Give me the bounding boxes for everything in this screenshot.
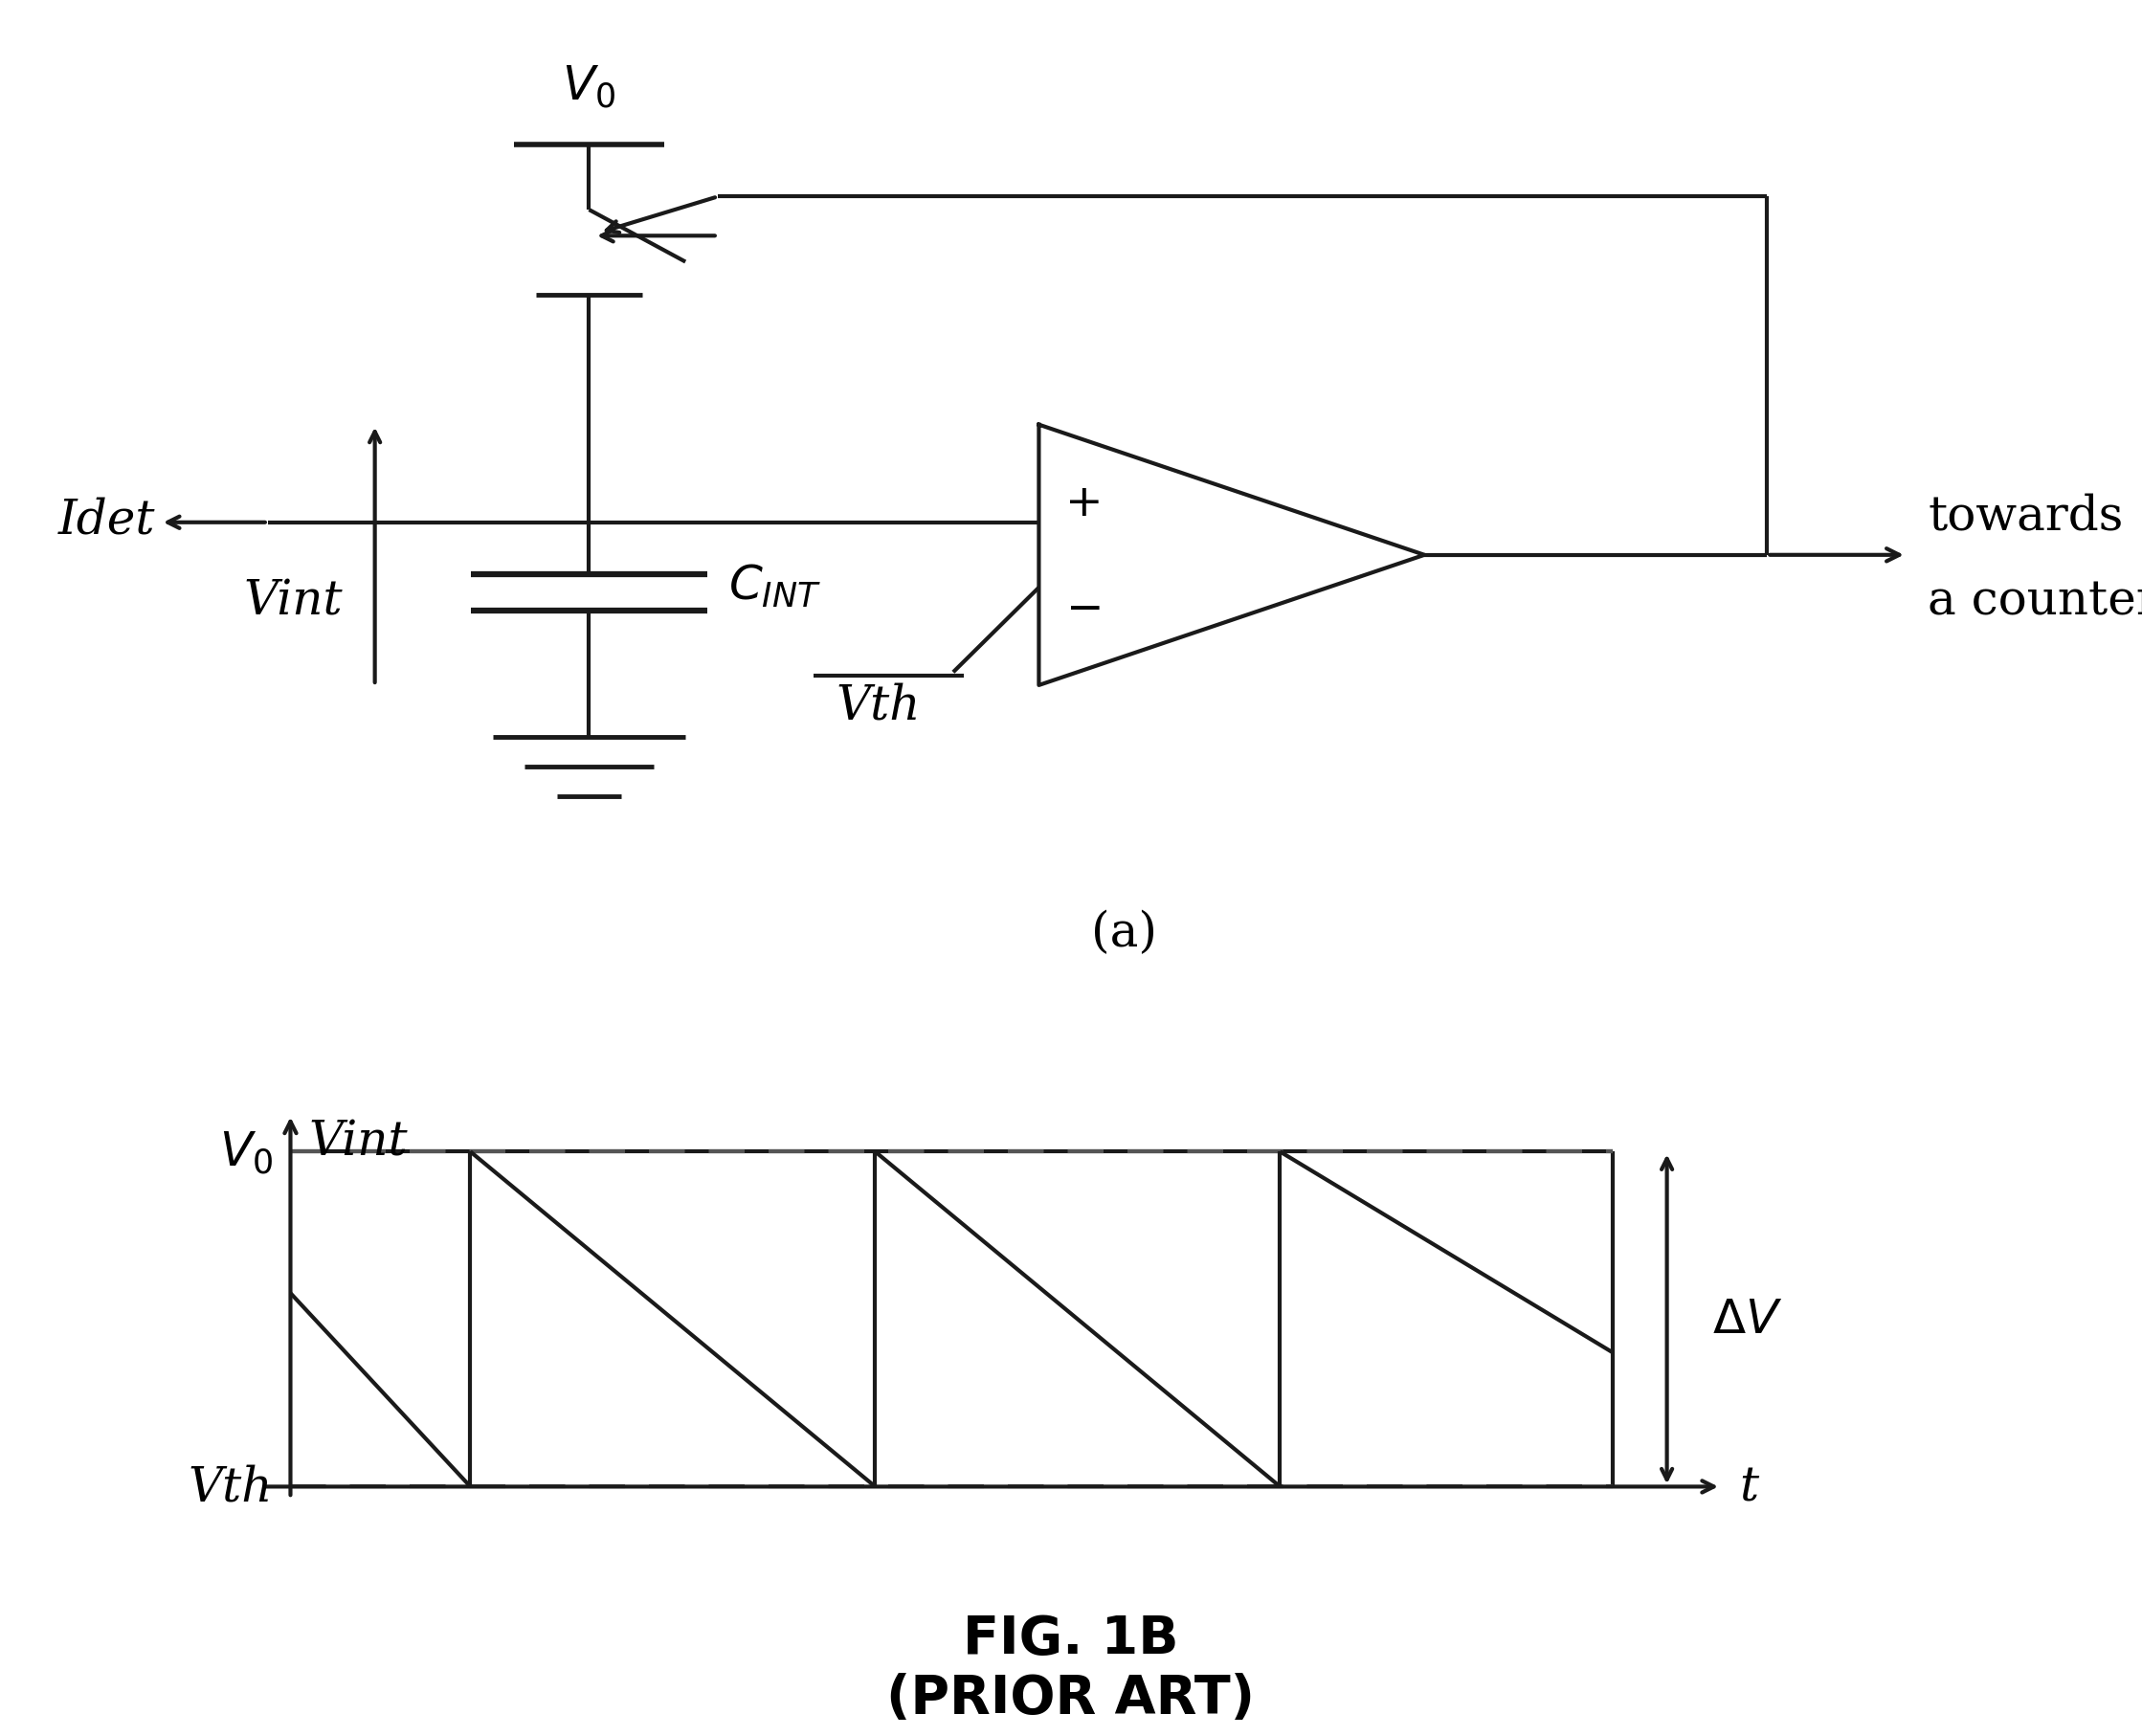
Text: $\Delta V$: $\Delta V$ (1711, 1295, 1782, 1344)
Text: +: + (1067, 483, 1103, 524)
Text: Idet: Idet (58, 496, 156, 543)
Text: (PRIOR ART): (PRIOR ART) (887, 1672, 1255, 1724)
Text: $-$: $-$ (1067, 587, 1101, 628)
Text: Vth: Vth (835, 682, 921, 729)
Text: $C_{\mathit{INT}}$: $C_{\mathit{INT}}$ (728, 562, 820, 609)
Text: $\mathit{V}_0$: $\mathit{V}_0$ (561, 62, 617, 111)
Text: FIG. 1B: FIG. 1B (964, 1613, 1178, 1665)
Text: (a): (a) (1092, 910, 1157, 957)
Text: Vint: Vint (308, 1118, 407, 1167)
Text: towards: towards (1928, 493, 2123, 540)
Text: t: t (1739, 1463, 1759, 1510)
Text: $V_0$: $V_0$ (218, 1128, 272, 1175)
Text: Vth: Vth (188, 1463, 272, 1510)
Text: Vint: Vint (244, 578, 343, 625)
Text: a counter: a counter (1928, 578, 2142, 625)
